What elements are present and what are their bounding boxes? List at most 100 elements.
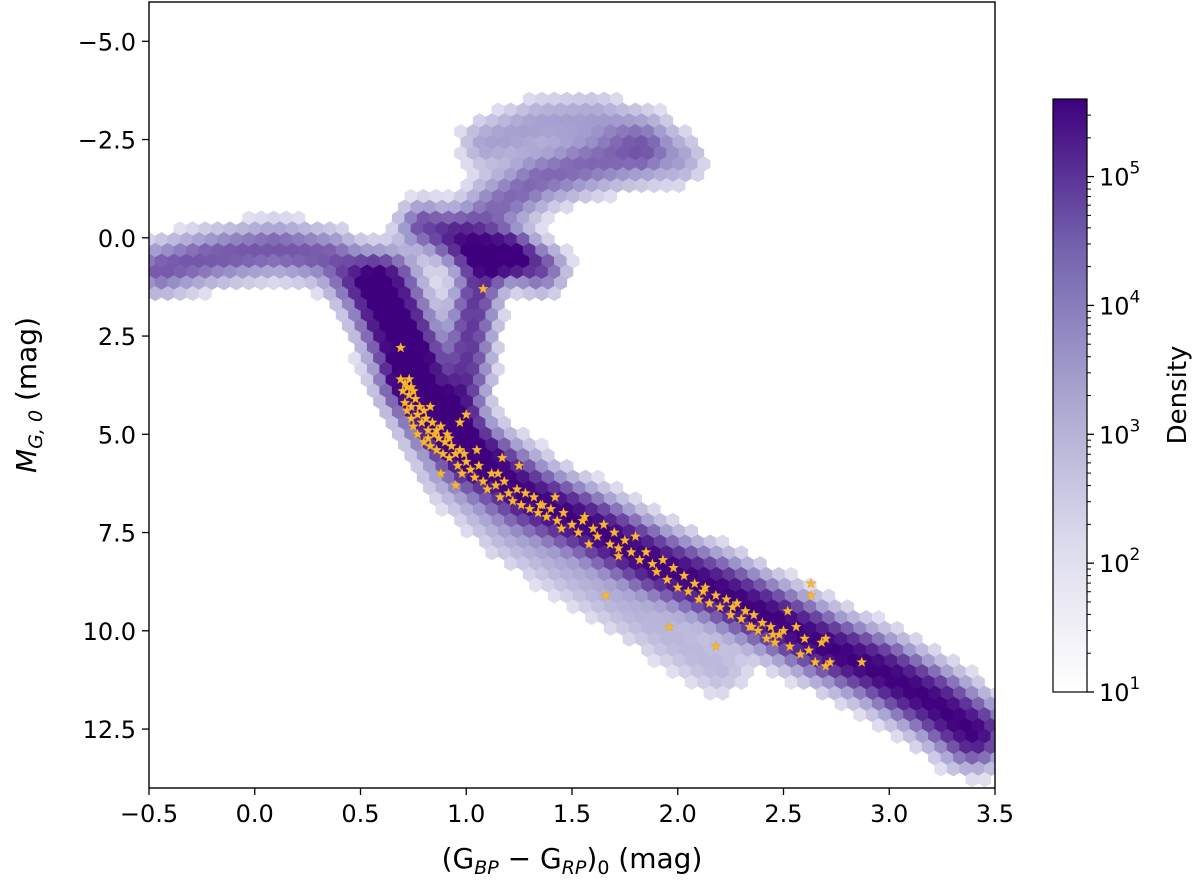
star-marker (710, 640, 722, 652)
star-marker (511, 483, 523, 494)
star-marker (613, 550, 625, 561)
star-marker (507, 495, 519, 506)
x-axis-label-post: ) (586, 842, 597, 875)
star-marker (532, 507, 544, 518)
star-marker (469, 471, 481, 483)
star-marker (794, 648, 806, 660)
star-marker (710, 589, 722, 601)
star-marker (572, 526, 584, 538)
star-marker (473, 459, 485, 471)
star-marker (591, 530, 603, 542)
x-tick-label: −0.5 (120, 800, 178, 828)
star-marker (646, 558, 658, 569)
star-marker (608, 526, 620, 538)
star-marker (431, 444, 443, 455)
density-hexbin (977, 772, 992, 788)
star-marker (767, 628, 779, 640)
star-marker (697, 585, 709, 597)
star-marker (668, 562, 680, 573)
x-tick-label: 3.0 (870, 800, 908, 828)
x-axis-label-sub1: BP (474, 857, 499, 879)
star-marker (566, 518, 578, 530)
star-marker (746, 621, 758, 632)
star-marker (496, 452, 508, 463)
x-tick-label: 1.0 (447, 800, 485, 828)
star-marker (399, 397, 411, 408)
star-marker (682, 585, 694, 597)
x-tick-label: 1.5 (553, 800, 591, 828)
star-marker (558, 507, 570, 518)
star-marker (460, 408, 472, 420)
star-marker (672, 581, 684, 593)
star-marker (634, 554, 646, 565)
y-axis-label: MG, 0 (mag) (10, 317, 47, 473)
colorbar-tick-label: 103 (1099, 416, 1140, 449)
star-marker (452, 459, 464, 471)
star-marker (450, 479, 462, 491)
density-hexbin (603, 188, 618, 204)
star-marker (600, 589, 612, 601)
star-marker (640, 546, 652, 557)
star-marker (651, 566, 663, 577)
star-marker (431, 424, 443, 436)
density-hexbin (672, 178, 686, 194)
star-marker (778, 625, 789, 636)
star-marker (756, 617, 768, 628)
star-marker (583, 538, 595, 550)
y-tick-label: −2.5 (78, 127, 136, 155)
y-tick-label: −5.0 (78, 28, 136, 56)
density-hexbin (691, 167, 705, 183)
star-marker (799, 632, 811, 644)
star-marker (625, 546, 637, 557)
x-axis-label-pre: (G (442, 842, 475, 875)
star-marker (412, 428, 424, 439)
star-marker (549, 491, 561, 502)
star-marker (534, 499, 546, 510)
density-hexbin (560, 199, 574, 215)
star-marker (629, 530, 641, 542)
x-axis-label: (GBP − GRP)0 (mag) (442, 842, 703, 879)
y-axis-label-sub: G, 0 (25, 410, 47, 449)
star-marker (437, 448, 449, 459)
star-marker (422, 432, 434, 443)
star-marker (494, 491, 506, 502)
x-axis-label-mid: − G (499, 842, 562, 875)
x-axis-label-sub3: 0 (597, 857, 609, 879)
star-marker (545, 503, 557, 514)
star-markers (395, 283, 868, 671)
star-marker (445, 440, 457, 451)
x-tick-label: 2.5 (764, 800, 802, 828)
star-marker (805, 589, 817, 601)
star-marker (720, 593, 732, 605)
density-hexbin-background (149, 91, 995, 788)
star-marker (424, 401, 436, 412)
star-marker (619, 534, 631, 546)
star-marker (765, 621, 777, 632)
star-marker (809, 656, 821, 667)
star-marker (735, 613, 747, 624)
y-tick-label: 0.0 (98, 225, 136, 253)
star-marker (410, 393, 421, 404)
star-marker (782, 605, 794, 616)
y-axis-ticks: −5.0 −2.5 0.0 2.5 5.0 7.5 10.0 12.5 (78, 28, 149, 744)
density-hexbin (734, 674, 748, 690)
star-marker (551, 514, 563, 526)
star-marker (784, 640, 796, 652)
star-marker (856, 656, 868, 667)
star-marker (456, 467, 468, 479)
star-marker (598, 518, 610, 530)
star-marker (703, 597, 715, 608)
density-hexbin (198, 286, 212, 302)
x-tick-label: 0.0 (236, 800, 274, 828)
star-marker (790, 621, 802, 632)
y-tick-label: 12.5 (83, 716, 136, 744)
x-tick-label: 3.5 (976, 800, 1014, 828)
star-marker (803, 644, 815, 656)
star-marker (661, 573, 673, 585)
star-marker (458, 448, 470, 459)
y-tick-label: 5.0 (98, 421, 136, 449)
x-tick-label: 2.0 (659, 800, 697, 828)
star-marker (725, 609, 737, 620)
star-marker (433, 432, 445, 443)
star-marker (492, 467, 504, 479)
